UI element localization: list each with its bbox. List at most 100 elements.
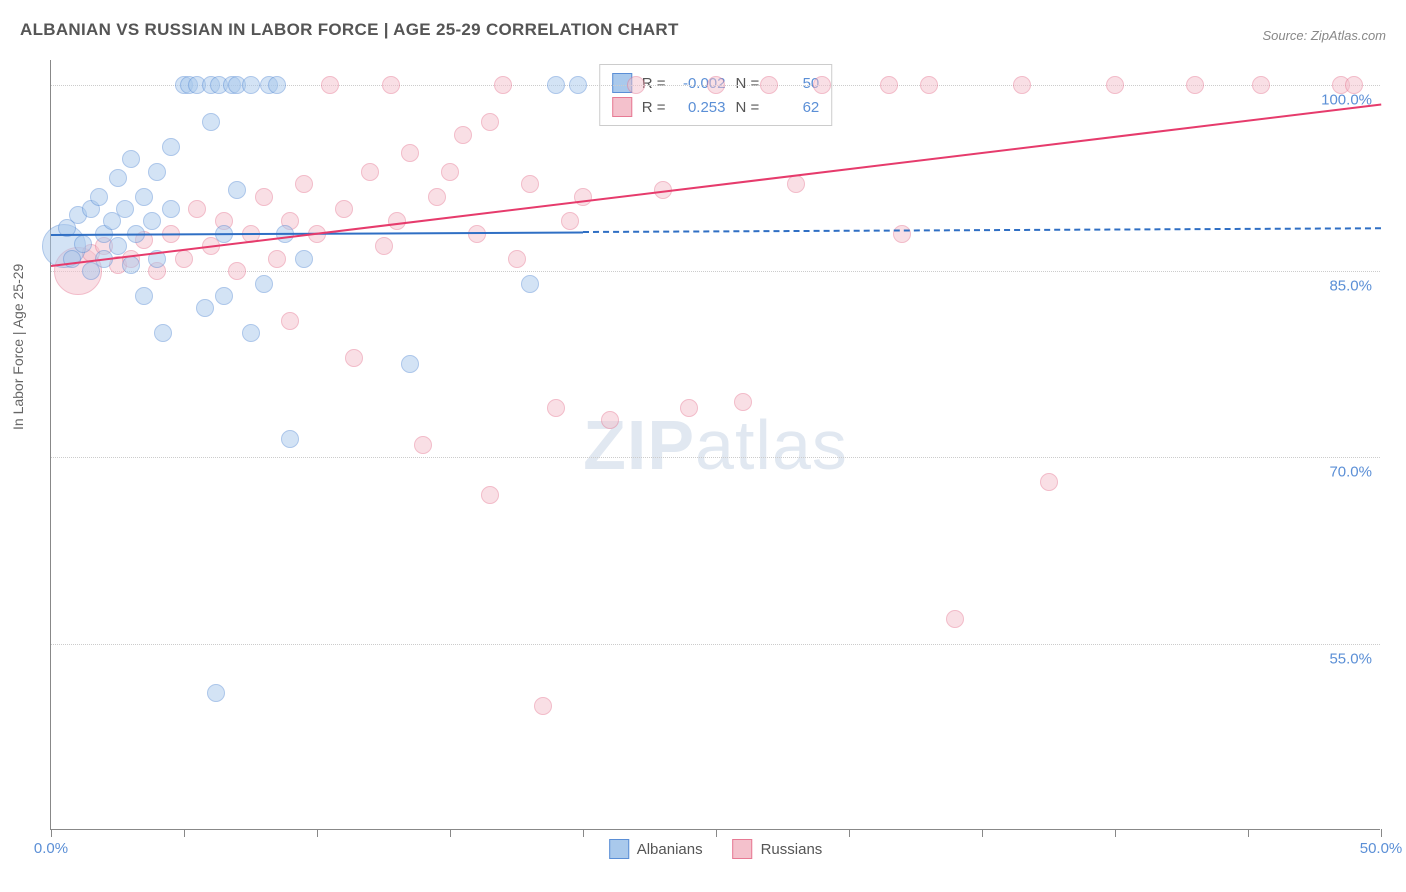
data-point [295, 175, 313, 193]
data-point [813, 76, 831, 94]
data-point [321, 76, 339, 94]
data-point [1040, 473, 1058, 491]
n-label: N = [736, 75, 760, 92]
swatch-albanians-icon [609, 839, 629, 859]
swatch-russians-icon [733, 839, 753, 859]
data-point [228, 262, 246, 280]
data-point [760, 76, 778, 94]
data-point [175, 250, 193, 268]
trend-line-extrapolated [583, 228, 1381, 234]
n-value-russians: 62 [769, 99, 819, 116]
xtick [1248, 829, 1249, 837]
data-point [893, 225, 911, 243]
legend-row-russians: R = 0.253 N = 62 [612, 95, 820, 119]
data-point [481, 486, 499, 504]
r-value-russians: 0.253 [676, 99, 726, 116]
data-point [946, 610, 964, 628]
ytick-label: 55.0% [1329, 650, 1372, 667]
data-point [680, 399, 698, 417]
data-point [1186, 76, 1204, 94]
data-point [1013, 76, 1031, 94]
legend-item-russians: Russians [733, 839, 823, 859]
data-point [561, 212, 579, 230]
data-point [135, 188, 153, 206]
xtick [1115, 829, 1116, 837]
data-point [188, 200, 206, 218]
xtick [982, 829, 983, 837]
ytick-label: 70.0% [1329, 464, 1372, 481]
data-point [428, 188, 446, 206]
data-point [116, 200, 134, 218]
data-point [627, 76, 645, 94]
data-point [569, 76, 587, 94]
data-point [707, 76, 725, 94]
data-point [481, 113, 499, 131]
data-point [880, 76, 898, 94]
gridline [51, 457, 1380, 458]
xtick [583, 829, 584, 837]
data-point [148, 163, 166, 181]
data-point [196, 299, 214, 317]
data-point [441, 163, 459, 181]
data-point [401, 355, 419, 373]
data-point [335, 200, 353, 218]
plot-area: ZIPatlas R = -0.002 N = 50 R = 0.253 N =… [50, 60, 1380, 830]
data-point [281, 430, 299, 448]
gridline [51, 644, 1380, 645]
xtick [450, 829, 451, 837]
xtick [1381, 829, 1382, 837]
n-label: N = [736, 99, 760, 116]
correlation-legend: R = -0.002 N = 50 R = 0.253 N = 62 [599, 64, 833, 126]
gridline [51, 271, 1380, 272]
legend-label-albanians: Albanians [637, 841, 703, 858]
data-point [122, 150, 140, 168]
data-point [162, 200, 180, 218]
data-point [122, 256, 140, 274]
data-point [1345, 76, 1363, 94]
data-point [162, 138, 180, 156]
data-point [242, 76, 260, 94]
ytick-label: 85.0% [1329, 278, 1372, 295]
xtick [716, 829, 717, 837]
data-point [345, 349, 363, 367]
data-point [920, 76, 938, 94]
data-point [109, 237, 127, 255]
xtick [317, 829, 318, 837]
xtick-label: 0.0% [34, 840, 68, 857]
trend-line [51, 103, 1381, 266]
xtick [849, 829, 850, 837]
swatch-russians [612, 97, 632, 117]
data-point [90, 188, 108, 206]
data-point [268, 250, 286, 268]
data-point [1252, 76, 1270, 94]
data-point [454, 126, 472, 144]
data-point [74, 235, 92, 253]
data-point [787, 175, 805, 193]
data-point [207, 684, 225, 702]
data-point [255, 275, 273, 293]
y-axis-label: In Labor Force | Age 25-29 [10, 264, 26, 430]
data-point [228, 181, 246, 199]
data-point [601, 411, 619, 429]
series-legend: Albanians Russians [609, 839, 823, 859]
data-point [242, 324, 260, 342]
xtick [51, 829, 52, 837]
xtick-label: 50.0% [1360, 840, 1403, 857]
data-point [521, 175, 539, 193]
watermark: ZIPatlas [583, 405, 848, 485]
data-point [281, 312, 299, 330]
legend-label-russians: Russians [761, 841, 823, 858]
data-point [295, 250, 313, 268]
source-attribution: Source: ZipAtlas.com [1262, 28, 1386, 43]
data-point [521, 275, 539, 293]
legend-item-albanians: Albanians [609, 839, 703, 859]
r-label: R = [642, 75, 666, 92]
data-point [534, 697, 552, 715]
xtick [184, 829, 185, 837]
data-point [135, 287, 153, 305]
data-point [268, 76, 286, 94]
data-point [215, 287, 233, 305]
data-point [154, 324, 172, 342]
data-point [414, 436, 432, 454]
data-point [494, 76, 512, 94]
